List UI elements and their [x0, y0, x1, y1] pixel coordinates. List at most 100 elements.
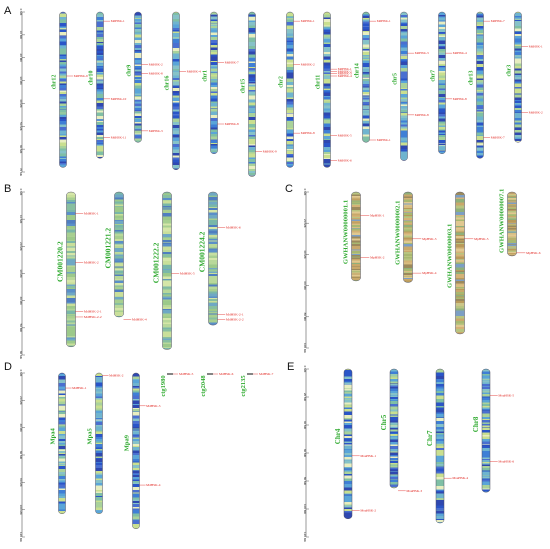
axis-tick-label: 70 Mb — [19, 168, 23, 177]
chromosome-bar — [208, 191, 218, 326]
chromosome-bar — [389, 368, 399, 489]
chromosome-bar — [210, 11, 218, 154]
gene-label: MdHSK-1 — [111, 19, 125, 23]
axis-tick-label: 0 Mb — [303, 366, 307, 373]
chromosome-bar — [286, 11, 294, 168]
contig-name: ctg2048 — [200, 375, 207, 397]
gene-label: MdHSK-4 — [146, 483, 161, 487]
chromosome-bar — [162, 191, 172, 350]
axis-tick-label: 80 Mb — [303, 313, 307, 322]
gene-label: MsuHSK-1 — [360, 454, 376, 458]
chromosome: Mpa9 MdHSK-3 MdHSK-4 — [124, 372, 161, 530]
panel-letter: A — [4, 5, 12, 17]
axis-tick-label: 60 Mb — [303, 281, 307, 290]
gene-label: MsuHSK-2 — [360, 508, 376, 512]
panel-c: C 0 Mb 20 Mb 40 Mb 60 Mb 80 Mb 100 Mb GWHANW000… — [285, 183, 541, 353]
gene-label: MpHSK-6 — [526, 251, 541, 255]
chromosome: CM001224.2 MdHSK-6 MdHSK-2-1 MdHSK-2-2 — [198, 191, 244, 326]
gene-label: MdHSK-7 — [225, 60, 239, 64]
chromosome-bar — [59, 11, 67, 168]
gene-label: MdHSK-1 — [72, 386, 87, 390]
axis-tick-label: 100 Mb — [303, 343, 307, 353]
chromosome-name: chr15 — [241, 79, 247, 94]
gene-label: MdHSK-1 — [377, 138, 391, 142]
chromosome-name: chr9 — [127, 65, 133, 77]
chromosome: Chr7 MsuHSK-4 — [426, 368, 468, 524]
gene-label: MdHSK-2 — [338, 69, 352, 73]
axis-tick-label: 20 Mb — [19, 242, 23, 251]
chromosome-name: chr12 — [52, 75, 58, 90]
axis-tick-label: 60 Mb — [303, 449, 307, 458]
chromosome: chr1 MdHSK-7 MdHSK-8 — [203, 11, 239, 154]
chromosome: chr14 MdHSK-1 MdHSK-1 — [355, 11, 391, 143]
gene-label: MdHSK-2-2 — [84, 315, 102, 319]
gene-label: MpHSK-4 — [422, 271, 437, 275]
chromosome-name: Mpa5 — [87, 427, 94, 444]
contig: ctg2048 MdHSK-6 — [200, 372, 234, 397]
chromosome-bar — [362, 11, 370, 143]
gene-label: MdHSK-4 — [132, 318, 147, 322]
chromosome-name: Chr4 — [334, 428, 342, 444]
gene-label: MdHSK-2-1 — [84, 310, 102, 314]
gene-label: MdHSK-10 — [111, 97, 127, 101]
gene-label: MdHSK-3 — [149, 129, 163, 133]
axis-tick-label: 10 Mb — [19, 31, 23, 40]
axis-tick-label: 100 Mb — [19, 505, 23, 515]
contig-name: ctg1980 — [160, 375, 167, 396]
gene-label: MdHSK-2 — [149, 63, 163, 67]
gene-label: MdHSK-2 — [109, 374, 124, 378]
contig: ctg2135 MdHSK-7 — [240, 372, 274, 397]
chromosome-bar — [66, 191, 76, 348]
gene-label: MdHSK-5 — [179, 372, 194, 376]
contig: ctg1980 MdHSK-5 — [160, 372, 194, 397]
panel-letter: D — [4, 361, 12, 373]
gene-label: MdHSK-2 — [84, 261, 99, 265]
chromosome-bar — [114, 191, 124, 318]
chromosome-name: Chr5 — [380, 414, 388, 430]
gene-label: MdHSK-7 — [491, 19, 505, 23]
axis-tick-label: 40 Mb — [19, 99, 23, 108]
axis-tick-label: 0 Mb — [19, 9, 23, 16]
gene-label: MdHSK-4 — [187, 69, 201, 73]
gene-label: MdHSK-2 — [529, 111, 543, 115]
chromosome-name: CM001221.2 — [104, 228, 113, 269]
gene-label: MdHSK-9 — [74, 74, 88, 78]
chromosome: Mpa4 MdHSK-1 — [50, 372, 87, 515]
chromosome-name: CM001220.2 — [56, 241, 65, 282]
gene-label: MsuHSK-6 — [498, 459, 514, 463]
axis-tick-label: 100 Mb — [303, 504, 307, 514]
axis-tick-label: 80 Mb — [303, 477, 307, 486]
gene-label: MdHSK-4 — [453, 51, 467, 55]
chromosome: chr10 MdHSK-1 MdHSK-10 MdHSK-11 — [89, 11, 127, 159]
chromosome: GWHANW00000003.1 MpHSK-5 — [447, 191, 489, 335]
gene-label: MdHSK-6 — [338, 159, 352, 163]
gene-label: MdHSK-8 — [415, 113, 429, 117]
gene-label: MdHSK-2 — [301, 63, 315, 67]
chromosome-name: chr11 — [316, 75, 322, 89]
chromosome: chr16 MdHSK-4 — [165, 11, 201, 170]
gene-label: MdHSK-8 — [149, 72, 163, 76]
chromosome: GWHANW00000002.1 MpHSK-3 MpHSK-4 — [395, 191, 437, 283]
chromosome-bar — [96, 11, 104, 159]
chromosome-name: chr10 — [89, 70, 95, 85]
chromosome-name: GWHANW00000001.1 — [343, 200, 350, 264]
chromosome-bar — [514, 11, 522, 143]
chromosome-bar — [132, 372, 140, 530]
axis-tick-label: 50 Mb — [19, 122, 23, 131]
axis-tick-label: 20 Mb — [19, 396, 23, 405]
chromosome-bar — [95, 372, 103, 515]
chromosome: GWHANW00000001.1 MpHSK-1 MpHSK-2 — [343, 191, 385, 282]
chromosome-name: GWHANW00000002.1 — [395, 201, 402, 265]
chromosome: CM001221.2 MdHSK-4 — [104, 191, 147, 322]
axis-tick-label: 20 Mb — [303, 219, 307, 228]
contig-name: ctg2135 — [240, 375, 247, 397]
chromosome-bar — [323, 11, 331, 168]
gene-label: MdHSK-1 — [84, 212, 99, 216]
chromosome-bar — [351, 191, 361, 282]
chromosome-bar — [248, 11, 256, 177]
panel-e: E 0 Mb 20 Mb 40 Mb 60 Mb 80 Mb 100 Mb 120 Mb Chr… — [287, 361, 514, 542]
chromosome: chr15 MdHSK-9 — [241, 11, 277, 177]
axis-tick-label: 40 Mb — [303, 250, 307, 259]
chromosome-name: Chr8 — [472, 416, 480, 432]
gene-label: MdHSK-5 — [180, 272, 195, 276]
